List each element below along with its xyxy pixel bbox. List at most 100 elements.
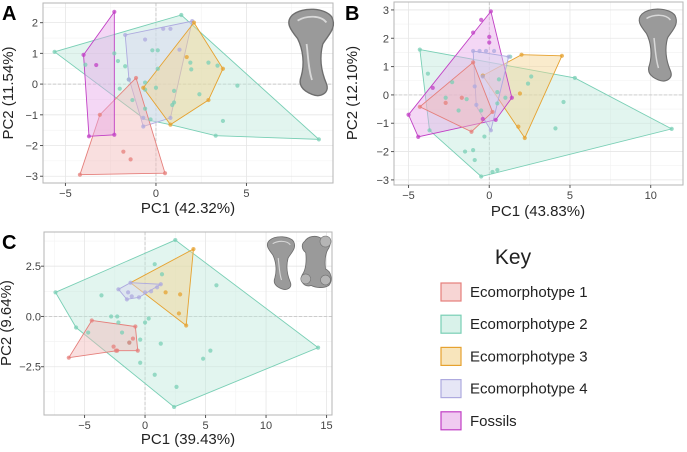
x-tick-label: 5 — [567, 190, 573, 202]
point-eco2 — [189, 67, 194, 72]
point-eco2 — [179, 12, 184, 18]
plot-border — [393, 1, 684, 186]
point-eco2 — [503, 95, 508, 100]
point-eco3 — [559, 53, 565, 58]
point-fossil — [112, 132, 117, 137]
bone-highlight — [297, 15, 328, 81]
hull-eco3 — [129, 248, 194, 327]
point-eco2 — [479, 174, 484, 179]
point-fossil — [471, 30, 476, 35]
point-eco2 — [490, 169, 495, 175]
y-tick-label: −1 — [25, 110, 38, 122]
legend-item-eco3: Ecomorphotype 3 — [440, 346, 588, 366]
point-eco2 — [479, 108, 484, 113]
humerus-shape — [288, 8, 335, 97]
point-eco4 — [492, 48, 497, 54]
point-eco3 — [178, 292, 183, 297]
point-eco2 — [553, 126, 558, 131]
humerus-shape — [638, 8, 677, 82]
point-eco2 — [529, 74, 534, 79]
x-tick-label: 0 — [153, 188, 159, 200]
panel-letter: A — [2, 3, 16, 25]
point-eco2 — [155, 48, 160, 53]
bone-illustration — [266, 235, 332, 290]
point-eco1 — [133, 324, 138, 329]
y-tick-label: 0 — [383, 90, 389, 102]
point-eco2 — [109, 314, 114, 319]
point-eco2 — [450, 80, 455, 85]
point-eco4 — [129, 294, 134, 299]
point-eco2 — [155, 66, 160, 71]
y-tick-label: 3 — [383, 5, 389, 17]
humerus-shape — [266, 236, 296, 290]
x-tick-label: 15 — [320, 420, 332, 432]
point-eco2 — [495, 89, 500, 95]
point-eco4 — [142, 290, 148, 295]
point-eco2 — [561, 99, 566, 105]
y-tick-label: 2 — [383, 33, 389, 45]
y-tick-label: 0 — [32, 79, 38, 91]
point-eco2 — [152, 372, 157, 377]
point-eco2 — [148, 117, 153, 122]
point-eco4 — [141, 124, 146, 129]
hull-eco2 — [419, 49, 673, 177]
hull-fossil — [408, 10, 513, 138]
point-eco2 — [482, 134, 487, 139]
y-tick-label: 2.5 — [26, 261, 41, 273]
point-eco2 — [425, 71, 431, 76]
point-eco3 — [184, 54, 189, 60]
point-eco1 — [135, 348, 140, 353]
plot-border — [43, 231, 333, 416]
point-eco2 — [208, 348, 213, 353]
y-tick-label: −1 — [376, 118, 389, 130]
point-eco2 — [572, 75, 577, 81]
point-eco3 — [220, 66, 226, 71]
x-tick-label: 10 — [260, 420, 272, 432]
point-eco4 — [480, 74, 485, 79]
x-tick-label: −5 — [402, 190, 415, 202]
legend-label: Ecomorphotype 3 — [470, 348, 588, 365]
panel-b: −5 0 5 10 −3 −2 −1 0 1 2 3 PC1 (43.83%) PC2 (12.10%)… — [344, 1, 684, 220]
point-eco2 — [316, 137, 321, 142]
point-eco1 — [417, 104, 422, 109]
point-eco4 — [168, 26, 173, 31]
point-eco2 — [73, 325, 79, 330]
legend-label: Fossils — [470, 413, 517, 430]
point-eco2 — [115, 58, 121, 64]
point-eco4 — [136, 295, 142, 300]
x-tick-label: −5 — [59, 188, 72, 200]
hull-eco1 — [67, 319, 139, 359]
x-tick-label: −5 — [78, 420, 91, 432]
point-eco1 — [89, 318, 94, 323]
panel-c: −5 0 5 10 15 −2.5 0.0 2.5 PC1 (39.43%) PC2 (9.64%… — [0, 231, 333, 448]
point-eco2 — [99, 293, 104, 298]
point-eco1 — [128, 157, 133, 162]
point-eco2 — [117, 86, 122, 91]
point-eco2 — [213, 133, 218, 138]
point-eco2 — [83, 62, 88, 67]
point-eco3 — [206, 97, 211, 103]
point-eco4 — [124, 297, 129, 302]
point-eco2 — [197, 92, 202, 97]
point-eco1 — [443, 100, 448, 105]
point-eco2 — [123, 64, 128, 69]
x-tick-label: 0 — [142, 420, 148, 432]
point-eco2 — [315, 345, 321, 350]
panel-letter: C — [2, 232, 16, 254]
point-eco2 — [138, 360, 143, 365]
x-tick-label: 0 — [486, 190, 492, 202]
legend-label: Ecomorphotype 2 — [470, 316, 588, 333]
point-fossil — [479, 17, 484, 22]
point-eco2 — [86, 330, 91, 335]
point-eco2 — [443, 95, 448, 100]
point-eco2 — [152, 262, 157, 267]
point-eco3 — [522, 135, 527, 141]
point-eco1 — [162, 171, 168, 176]
point-eco4 — [148, 289, 154, 294]
hull-eco4 — [117, 282, 163, 300]
point-eco2 — [495, 101, 500, 106]
point-eco2 — [146, 316, 151, 321]
point-eco2 — [496, 77, 502, 82]
femur-illustration — [300, 235, 332, 288]
point-eco2 — [201, 356, 206, 361]
